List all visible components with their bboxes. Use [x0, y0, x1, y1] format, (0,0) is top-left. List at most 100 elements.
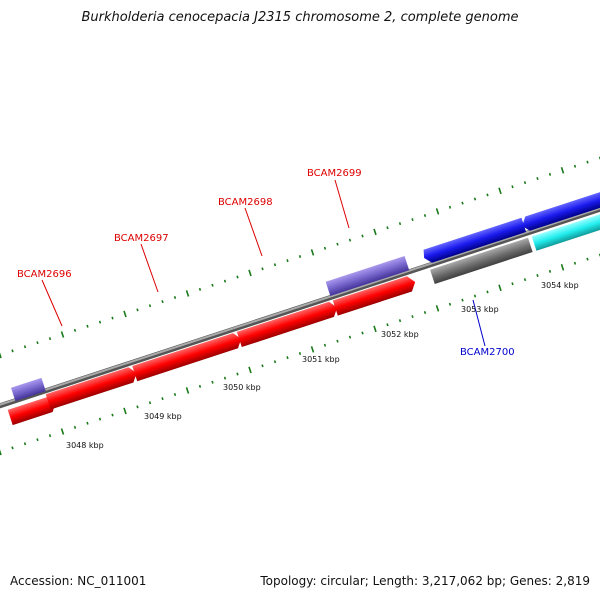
- inner-tick: [111, 413, 114, 417]
- inner-tick: [498, 284, 502, 292]
- label-bcam2699-text: BCAM2699: [307, 168, 362, 179]
- gene-reverse-blue-2[interactable]: [520, 176, 600, 233]
- outer-tick: [523, 181, 527, 185]
- inner-tick-ring: [0, 253, 600, 456]
- genome-summary-text: Topology: circular; Length: 3,217,062 bp…: [260, 574, 590, 588]
- outer-tick: [36, 341, 39, 345]
- inner-tick: [185, 387, 190, 394]
- outer-tick: [336, 242, 339, 246]
- label-bcam2697-text: BCAM2697: [114, 233, 169, 244]
- inner-tick: [536, 274, 539, 278]
- gene-forward-bcam2696[interactable]: [45, 365, 139, 410]
- label-bcam2697: BCAM2697: [114, 233, 169, 293]
- label-bcam2700: BCAM2700: [460, 299, 515, 358]
- inner-tick: [223, 376, 227, 380]
- outer-tick: [423, 213, 427, 217]
- inner-tick: [511, 282, 514, 286]
- inner-tick: [236, 372, 239, 376]
- inner-tick: [523, 278, 527, 282]
- inner-tick: [11, 446, 14, 450]
- ruler-label-3049: 3049 kbp: [144, 412, 182, 421]
- ruler-label-3050: 3050 kbp: [223, 383, 261, 392]
- ruler-label-3052: 3052 kbp: [381, 330, 419, 339]
- outer-tick: [136, 308, 139, 312]
- label-bcam2696-text: BCAM2696: [17, 269, 72, 280]
- inner-tick: [573, 261, 577, 265]
- outer-tick: [461, 201, 464, 205]
- inner-tick: [486, 290, 489, 294]
- accession-text: Accession: NC_011001: [10, 574, 147, 588]
- outer-tick: [48, 337, 52, 341]
- outer-tick: [298, 255, 302, 258]
- gene-reverse-gray-bcam2700[interactable]: [430, 237, 533, 284]
- inner-tick: [23, 442, 27, 446]
- inner-tick: [548, 269, 552, 273]
- outer-tick: [473, 197, 477, 201]
- inner-tick: [98, 417, 102, 421]
- ruler-labels: 3048 kbp 3049 kbp 3050 kbp 3051 kbp 3052…: [66, 281, 579, 450]
- outer-tick: [185, 290, 190, 297]
- gene-forward-bcam2697[interactable]: [132, 331, 243, 382]
- gene-forward-bcam2698[interactable]: [236, 300, 340, 348]
- outer-tick: [148, 304, 152, 308]
- outer-tick: [23, 345, 27, 349]
- outer-tick: [348, 238, 352, 242]
- inner-tick: [411, 315, 414, 319]
- inner-tick: [298, 352, 302, 355]
- inner-tick: [323, 343, 327, 347]
- ruler-label-3048: 3048 kbp: [66, 441, 104, 450]
- inner-tick: [123, 407, 127, 415]
- outer-tick: [411, 218, 414, 222]
- inner-tick: [86, 421, 89, 425]
- outer-tick: [223, 279, 227, 283]
- inner-tick: [461, 298, 464, 302]
- inner-tick: [48, 434, 52, 438]
- outer-tick: [448, 205, 452, 209]
- gene-forward-rna-left[interactable]: [11, 377, 46, 402]
- outer-tick: [173, 296, 177, 300]
- inner-tick: [473, 294, 477, 298]
- outer-tick: [573, 164, 577, 168]
- outer-tick: [486, 193, 489, 197]
- inner-tick: [398, 319, 402, 323]
- outer-tick: [111, 316, 114, 320]
- label-bcam2696: BCAM2696: [17, 269, 72, 327]
- inner-tick: [586, 257, 589, 261]
- outer-tick: [98, 320, 102, 324]
- outer-tick: [11, 349, 14, 353]
- outer-tick-ring: [0, 156, 600, 359]
- outer-tick: [548, 172, 552, 176]
- inner-tick: [248, 366, 252, 374]
- outer-tick: [536, 177, 539, 181]
- outer-tick: [248, 269, 252, 277]
- outer-tick: [323, 246, 327, 250]
- gene-reverse-blue-1[interactable]: [422, 217, 527, 265]
- gene-forward-bcam2695-part[interactable]: [7, 395, 59, 426]
- label-bcam2698-text: BCAM2698: [218, 197, 273, 208]
- inner-tick: [36, 438, 39, 442]
- inner-tick: [286, 356, 289, 360]
- inner-tick: [198, 384, 202, 388]
- outer-tick: [373, 228, 377, 236]
- outer-tick: [498, 187, 502, 195]
- outer-tick: [286, 259, 289, 263]
- outer-tick: [310, 249, 315, 256]
- map-title: Burkholderia cenocepacia J2315 chromosom…: [81, 10, 519, 25]
- inner-tick: [373, 325, 377, 333]
- inner-tick: [348, 335, 352, 339]
- gene-forward-rna-bcam2699[interactable]: [325, 255, 410, 297]
- backbone: [0, 206, 600, 409]
- outer-tick: [198, 287, 202, 291]
- outer-tick: [86, 324, 89, 328]
- gene-forward-bcam2699[interactable]: [332, 274, 418, 316]
- outer-tick: [161, 300, 164, 304]
- outer-tick: [386, 226, 389, 230]
- ruler-label-3054: 3054 kbp: [541, 281, 579, 290]
- inner-tick: [261, 364, 264, 368]
- inner-tick: [173, 393, 177, 397]
- gene-reverse-cyan[interactable]: [531, 196, 600, 251]
- label-bcam2698: BCAM2698: [218, 197, 273, 257]
- inner-tick: [386, 323, 389, 327]
- outer-tick: [586, 160, 589, 164]
